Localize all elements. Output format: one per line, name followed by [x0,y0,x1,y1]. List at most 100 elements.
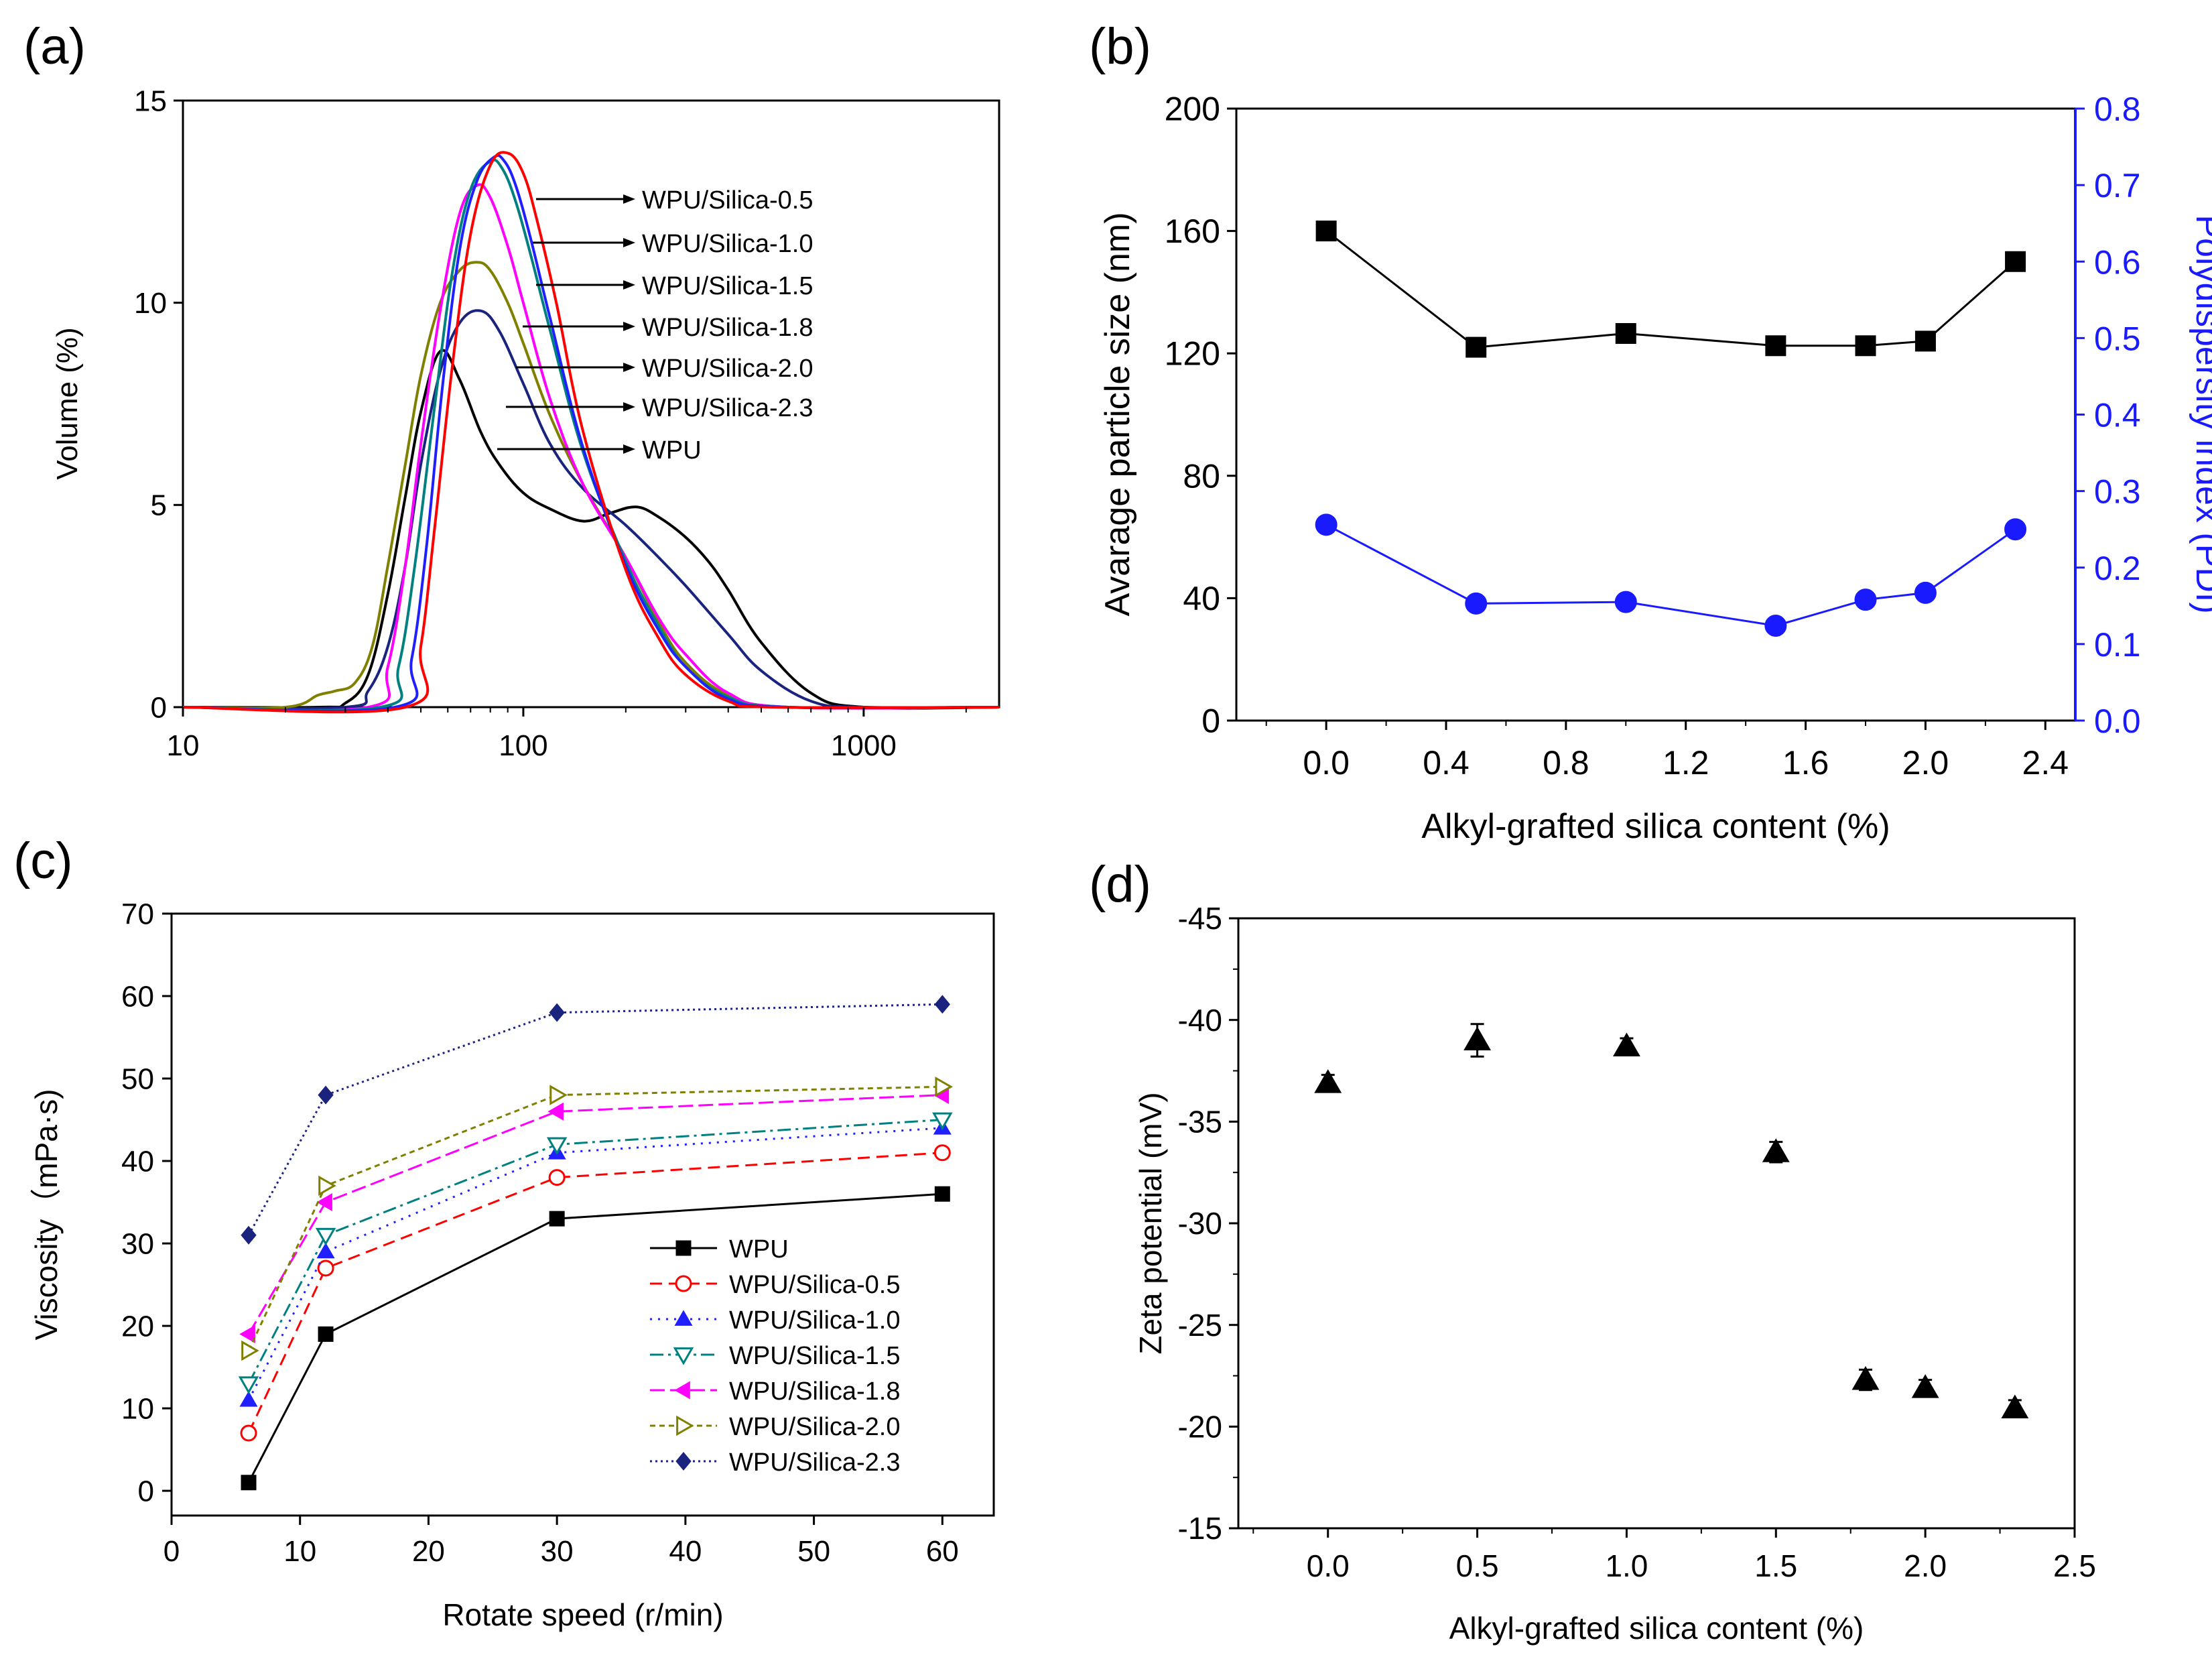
series-wpu-silica-2-3-point [549,1003,565,1022]
series-wpu-silica-0-5-point [317,1259,334,1277]
chart-c-ytick-label: 30 [121,1227,154,1260]
chart-a-xtick-label: 10 [167,729,200,762]
panel-label-a: (a) [23,18,86,75]
chart-a-annotation-arrowhead [623,444,635,454]
series-wpu-point [318,1326,334,1342]
series-wpu-silica-2-0-line [247,1085,943,1351]
chart-a-annotation-arrowhead [623,280,635,290]
chart-a-annotation: WPU/Silica-2.3 [642,394,814,422]
series-wpu-silica-2-3 [182,309,1000,710]
series-wpu-line [247,1192,943,1483]
series-wpu-silica-1-8-point [239,1325,255,1343]
series-pdi-point [1465,592,1488,615]
series-particle-size-point [2005,251,2026,272]
chart-b-xtick-label: 0.0 [1303,744,1350,782]
zeta-point [1911,1374,1939,1398]
chart-c-legend: WPU WPU/Silica-0.5 WPU/Silica-1.0 WPU/Silic… [650,1235,901,1477]
series-wpu-silica-2-3-point [241,1225,257,1245]
chart-c-xtick-label: 50 [797,1535,830,1568]
chart-b-ytick-label: 0 [1201,702,1220,740]
series-wpu-silica-2-0-point [935,1076,953,1097]
chart-b: 0.0 0.4 0.8 1.2 1.6 2.0 2.4 0 40 80 120 160 200 0.0 0.… [1098,90,2212,847]
chart-b-xtick-label: 0.4 [1423,744,1470,782]
chart-d-ytick-label: -25 [1178,1308,1222,1343]
chart-b-y2tick-label: 0.4 [2094,397,2141,434]
series-wpu-silica-1-5-point [932,1112,953,1131]
chart-c-ytick-label: 60 [121,980,154,1013]
chart-d-xtick-label: 0.5 [1456,1548,1499,1583]
legend-label: WPU/Silica-0.5 [729,1271,901,1299]
chart-a: WPU/Silica-0.5 WPU/Silica-1.0 WPU/Silica-1… [51,84,1000,762]
chart-a-annotation-arrowhead [623,322,635,331]
chart-c-xtick-label: 40 [669,1535,702,1568]
zeta-point [1851,1366,1880,1390]
series-wpu-silica-2-0-point [241,1340,259,1361]
series-wpu-silica-1-0-point [316,1242,335,1259]
chart-b-y2tick-label: 0.8 [2094,90,2141,128]
chart-c-ytick-label: 50 [121,1062,154,1095]
zeta-point [1314,1069,1342,1093]
chart-c-ytick-label: 40 [121,1145,154,1178]
chart-a-annotation-arrowhead [623,402,635,412]
chart-c-ytick-label: 10 [121,1392,154,1425]
series-wpu-silica-1-8 [182,183,1000,712]
series-particle-size-point [1315,221,1337,242]
chart-b-xtick-label: 1.2 [1663,744,1709,782]
chart-b-y2tick-label: 0.0 [2094,702,2141,740]
chart-b-ylabel: Avarage particle size (nm) [1098,212,1137,616]
series-wpu-silica-1-0-line [247,1127,943,1401]
chart-b-y2tick-label: 0.1 [2094,626,2141,664]
chart-a-xtick-label: 100 [499,729,547,762]
series-wpu-silica-2-0 [182,261,1000,710]
chart-c-xtick-label: 10 [283,1535,316,1568]
series-particle-size-point [1765,335,1786,357]
chart-d-ytick-label: -35 [1178,1104,1222,1139]
chart-a-annotation: WPU/Silica-1.0 [642,230,814,258]
series-pdi-point [2004,518,2027,541]
series-particle-size-point [1466,336,1487,358]
chart-b-ytick-label: 80 [1183,457,1220,495]
chart-a-annotation-arrowhead [623,194,635,204]
chart-d-ytick-label: -20 [1178,1409,1222,1444]
panel-label-b: (b) [1089,18,1151,75]
chart-a-frame [182,99,1000,709]
series-pdi-point [1914,581,1937,604]
chart-a-annotation-arrowhead [623,363,635,372]
series-particle-size-point [1855,335,1876,357]
series-wpu-silica-0-5-point [240,1424,257,1442]
chart-b-y2tick-label: 0.5 [2094,320,2141,357]
legend-swatch-marker [675,1275,692,1292]
series-wpu-silica-2-3-point [934,995,950,1014]
chart-c-xlabel: Rotate speed (r/min) [442,1597,723,1632]
chart-a-annotation-arrowhead [623,238,635,247]
chart-d-ytick-label: -40 [1178,1003,1222,1038]
series-wpu-silica-0-5 [182,151,1000,714]
chart-d-ylabel: Zeta potential (mV) [1133,1092,1168,1354]
chart-d-xlabel: Alkyl-grafted silica content (%) [1449,1611,1864,1646]
series-wpu-silica-1-0 [182,153,1000,713]
chart-c-xtick-label: 30 [541,1535,574,1568]
legend-label: WPU/Silica-2.0 [729,1413,901,1441]
series-wpu [182,349,1000,710]
series-wpu-silica-1-5-point [315,1227,336,1246]
series-wpu-silica-1-0-point [239,1391,258,1407]
chart-b-ytick-label: 120 [1165,335,1220,373]
chart-b-ytick-label: 200 [1165,90,1220,128]
chart-a-annotation: WPU/Silica-2.0 [642,355,814,383]
legend-swatch-marker [675,1452,692,1471]
chart-a-annotation: WPU/Silica-0.5 [642,186,814,214]
series-particle-size-point [1615,323,1636,345]
chart-c-ytick-label: 20 [121,1310,154,1343]
legend-label: WPU [729,1235,789,1264]
chart-c-ytick-label: 70 [121,898,154,930]
legend-swatch-marker [674,1310,693,1326]
series-wpu-silica-1-5-line [247,1119,943,1384]
chart-d-xtick-label: 1.0 [1605,1548,1648,1583]
chart-b-xlabel: Alkyl-grafted silica content (%) [1421,807,1890,846]
chart-c-ylabel: Viscosity（mPa·s) [29,1089,64,1341]
series-wpu-silica-1-8-point [547,1102,564,1121]
chart-c-xtick-label: 60 [926,1535,959,1568]
chart-b-xtick-label: 0.8 [1543,744,1589,782]
chart-d-xtick-label: 0.0 [1307,1548,1350,1583]
chart-a-annotation: WPU/Silica-1.8 [642,314,814,342]
